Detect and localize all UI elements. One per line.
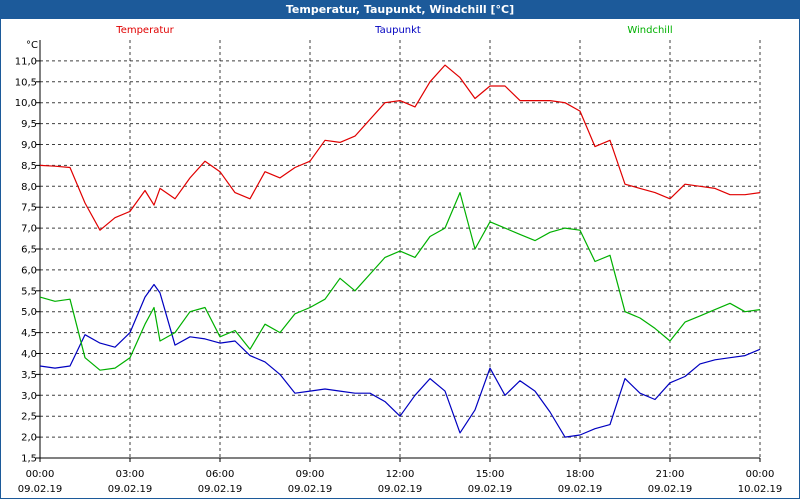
x-tick-time: 21:00 — [656, 469, 685, 480]
y-tick-label: 10,5 — [15, 77, 37, 88]
y-tick-label: 8,0 — [21, 182, 37, 193]
x-tick-date: 09.02.19 — [18, 484, 63, 495]
series-line-windchill — [39, 192, 761, 371]
y-tick-label: 9,0 — [21, 140, 37, 151]
y-tick-label: 4,5 — [21, 328, 37, 339]
y-tick-label: 11,0 — [15, 56, 37, 67]
x-tick-date: 09.02.19 — [198, 484, 243, 495]
x-tick-time: 18:00 — [566, 469, 595, 480]
series-line-taupunkt — [39, 283, 761, 438]
x-tick-time: 00:00 — [26, 469, 55, 480]
x-tick-time: 15:00 — [476, 469, 505, 480]
y-axis-label: °C — [26, 40, 38, 51]
x-tick-date: 09.02.19 — [468, 484, 513, 495]
y-tick-label: 4,0 — [21, 349, 37, 360]
y-tick-label: 1,5 — [21, 454, 37, 465]
y-tick-label: 9,5 — [21, 119, 37, 130]
y-tick-label: 5,5 — [21, 286, 37, 297]
x-tick-time: 06:00 — [206, 469, 235, 480]
x-tick-date: 09.02.19 — [648, 484, 693, 495]
x-tick-date: 09.02.19 — [378, 484, 423, 495]
x-tick-date: 09.02.19 — [288, 484, 333, 495]
x-tick-date: 09.02.19 — [558, 484, 603, 495]
x-tick-date: 10.02.19 — [738, 484, 783, 495]
y-tick-label: 3,5 — [21, 370, 37, 381]
x-tick-time: 00:00 — [746, 469, 775, 480]
legend-label-temperatur: Temperatur — [115, 25, 174, 36]
y-tick-label: 6,0 — [21, 265, 37, 276]
series-line-temperatur — [39, 64, 761, 231]
legend-label-taupunkt: Taupunkt — [374, 25, 421, 36]
y-tick-label: 7,0 — [21, 224, 37, 235]
x-tick-time: 03:00 — [116, 469, 145, 480]
y-tick-label: 2,5 — [21, 412, 37, 423]
legend-label-windchill: Windchill — [627, 25, 672, 36]
x-tick-time: 09:00 — [296, 469, 325, 480]
y-tick-label: 8,5 — [21, 161, 37, 172]
y-tick-label: 3,0 — [21, 391, 37, 402]
y-tick-label: 2,0 — [21, 433, 37, 444]
x-tick-date: 09.02.19 — [108, 484, 153, 495]
window-title: Temperatur, Taupunkt, Windchill [°C] — [0, 0, 800, 19]
y-tick-label: 5,0 — [21, 307, 37, 318]
y-tick-label: 7,5 — [21, 203, 37, 214]
y-tick-label: 6,5 — [21, 245, 37, 256]
x-tick-time: 12:00 — [386, 469, 415, 480]
y-tick-label: 10,0 — [15, 98, 37, 109]
